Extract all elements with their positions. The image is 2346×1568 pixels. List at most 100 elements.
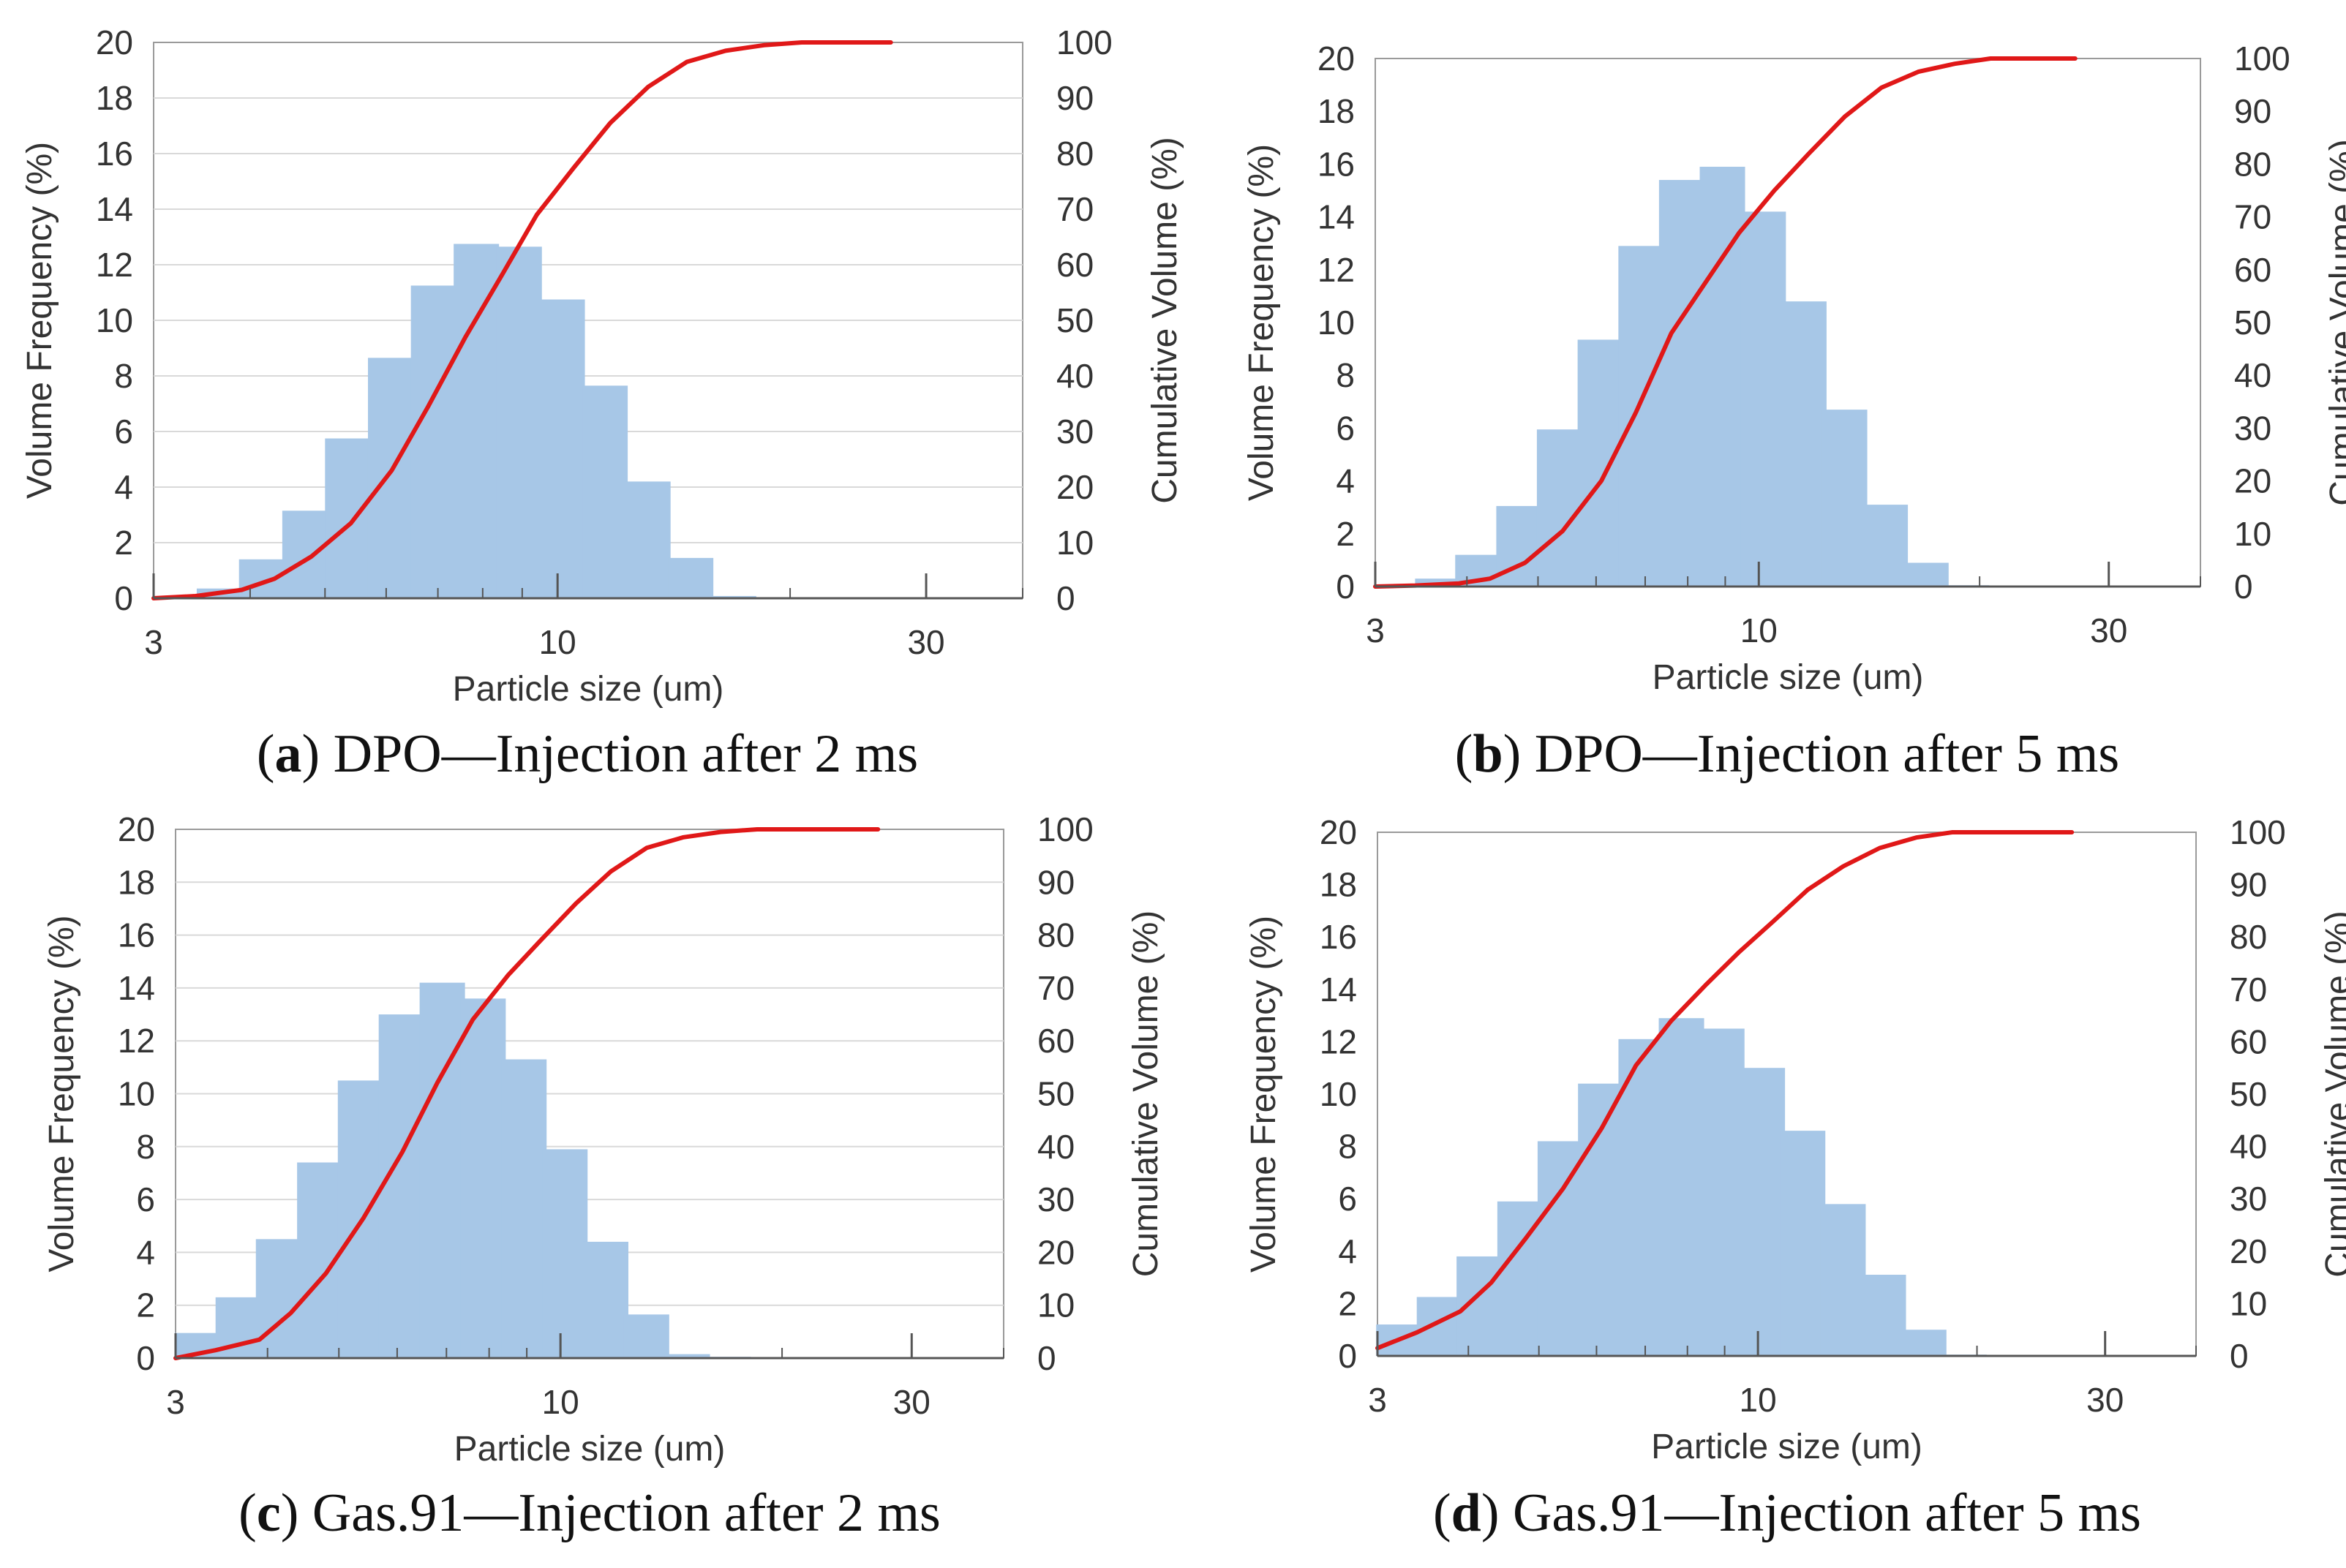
bar — [1658, 180, 1704, 587]
y-axis-title: Volume Frequency (%) — [1242, 144, 1281, 501]
x-tick-label: 30 — [2086, 1381, 2124, 1419]
y-tick-label: 18 — [96, 79, 133, 117]
x-tick-label: 3 — [1366, 611, 1385, 649]
bar — [1740, 1068, 1786, 1356]
y-tick-label: 6 — [136, 1180, 155, 1218]
y2-tick-label: 60 — [2234, 251, 2271, 289]
y2-tick-label: 40 — [2234, 356, 2271, 394]
bar — [1618, 246, 1664, 587]
y2-tick-label: 90 — [2234, 92, 2271, 130]
y2-tick-label: 50 — [1056, 301, 1094, 339]
x-tick-label: 10 — [542, 1383, 579, 1421]
caption-letter: b — [1473, 724, 1503, 784]
y-tick-label: 20 — [96, 23, 133, 61]
y2-tick-label: 20 — [2234, 462, 2271, 500]
y2-tick-label: 30 — [2230, 1180, 2267, 1218]
x-tick-label: 30 — [893, 1383, 930, 1421]
y2-tick-label: 80 — [2234, 145, 2271, 183]
y-tick-label: 10 — [118, 1075, 155, 1113]
y2-tick-label: 30 — [1056, 412, 1094, 451]
y2-tick-label: 0 — [2230, 1337, 2249, 1375]
bar — [1860, 1275, 1906, 1356]
y2-tick-label: 70 — [1037, 969, 1075, 1007]
cumulative-line — [1375, 830, 2075, 1351]
y2-tick-label: 60 — [1037, 1022, 1075, 1060]
panel-caption: (a) DPO—Injection after 2 ms — [257, 724, 918, 784]
caption-letter: a — [275, 724, 302, 784]
y2-tick-label: 0 — [1056, 579, 1075, 617]
y-tick-label: 0 — [136, 1339, 155, 1377]
bar — [1901, 1330, 1947, 1356]
caption-open: ( — [238, 1483, 257, 1543]
y-tick-label: 16 — [1317, 145, 1355, 183]
cumulative-line — [151, 40, 893, 600]
bar — [282, 510, 328, 598]
y-tick-label: 2 — [1338, 1284, 1357, 1322]
y2-tick-label: 70 — [1056, 190, 1094, 228]
y2-tick-label: 50 — [2230, 1075, 2267, 1113]
caption-text: ) Gas.91—Injection after 5 ms — [1481, 1483, 2141, 1543]
bar — [1577, 339, 1623, 587]
x-axis-title: Particle size (um) — [1653, 658, 1924, 697]
y-tick-label: 0 — [1336, 568, 1355, 606]
caption-open: ( — [1455, 724, 1473, 784]
x-tick-label: 3 — [1368, 1381, 1387, 1419]
y-tick-label: 20 — [118, 810, 155, 848]
y-axis-title: Volume Frequency (%) — [20, 142, 59, 499]
y2-tick-label: 10 — [2230, 1284, 2267, 1322]
y2-tick-label: 60 — [2230, 1022, 2267, 1060]
x-axis-title: Particle size (um) — [1651, 1428, 1922, 1466]
y-tick-label: 10 — [1317, 304, 1355, 342]
bar — [542, 1149, 588, 1358]
y-tick-label: 4 — [1338, 1232, 1357, 1270]
panel-caption: (d) Gas.91—Injection after 5 ms — [1433, 1483, 2141, 1543]
y2-tick-label: 40 — [2230, 1128, 2267, 1166]
y2-tick-label: 80 — [2230, 918, 2267, 956]
x-axis-title: Particle size (um) — [453, 670, 724, 709]
y-tick-label: 12 — [118, 1022, 155, 1060]
y-tick-label: 16 — [1320, 918, 1357, 956]
y2-tick-label: 40 — [1037, 1128, 1075, 1166]
y2-tick-label: 0 — [1037, 1339, 1056, 1377]
cumulative-line — [1373, 56, 2078, 589]
chart-c: 3 10 30 0 2 4 6 8 10 12 14 16 18 20 0 10 20 30 40 50 60 70 80 9… — [42, 810, 1165, 1543]
y-tick-label: 0 — [114, 579, 133, 617]
y2-tick-label: 10 — [1037, 1286, 1075, 1324]
y-tick-label: 20 — [1317, 39, 1355, 78]
bar — [1821, 410, 1868, 587]
y-tick-label: 16 — [96, 135, 133, 173]
y-tick-label: 2 — [114, 524, 133, 562]
y-tick-label: 0 — [1338, 1337, 1357, 1375]
y2-tick-label: 100 — [1056, 23, 1113, 61]
bar — [419, 982, 465, 1358]
x-tick-label: 30 — [907, 623, 944, 661]
y2-tick-label: 20 — [2230, 1232, 2267, 1270]
y-tick-label: 12 — [96, 246, 133, 284]
bar — [1740, 211, 1786, 587]
bar — [582, 385, 628, 598]
bar — [1780, 1131, 1826, 1356]
y-tick-label: 14 — [96, 190, 133, 228]
y2-tick-label: 10 — [1056, 524, 1094, 562]
bar — [1537, 1141, 1583, 1356]
bar — [625, 481, 671, 598]
y-tick-label: 14 — [118, 969, 155, 1007]
y-tick-label: 8 — [1336, 356, 1355, 394]
y2-tick-label: 30 — [1037, 1180, 1075, 1218]
bar — [367, 358, 413, 598]
y2-axis-title: Cumulative Volume (%) — [2319, 911, 2346, 1278]
bar — [1903, 562, 1949, 587]
y-tick-label: 18 — [1317, 92, 1355, 130]
bar — [378, 1014, 424, 1358]
y2-tick-label: 100 — [2234, 39, 2290, 78]
y-tick-label: 6 — [1336, 409, 1355, 447]
bar — [582, 1241, 628, 1358]
y2-tick-label: 90 — [1056, 79, 1094, 117]
bar — [1416, 1297, 1462, 1356]
y2-tick-label: 100 — [1037, 810, 1094, 848]
y2-tick-label: 60 — [1056, 246, 1094, 284]
bar — [454, 244, 500, 598]
y2-tick-label: 30 — [2234, 409, 2271, 447]
y-tick-label: 4 — [136, 1233, 155, 1271]
bar — [1862, 505, 1909, 587]
